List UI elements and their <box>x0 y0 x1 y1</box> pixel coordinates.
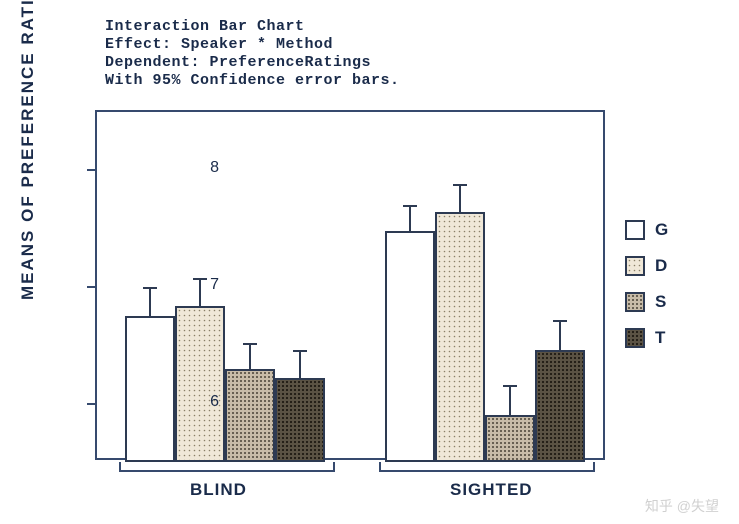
error-cap <box>243 343 257 345</box>
header-line: Effect: Speaker * Method <box>105 36 400 54</box>
header-line: With 95% Confidence error bars. <box>105 72 400 90</box>
group-bracket <box>379 462 595 472</box>
y-tick <box>87 286 95 288</box>
bar-sighted-g <box>385 231 435 462</box>
header-line: Interaction Bar Chart <box>105 18 400 36</box>
error-cap <box>553 320 567 322</box>
legend-item-g: G <box>625 220 668 240</box>
bar-blind-g <box>125 316 175 462</box>
error-bar <box>149 287 151 316</box>
error-bar <box>249 343 251 369</box>
error-cap <box>453 184 467 186</box>
bar-sighted-t <box>535 350 585 462</box>
legend: GDST <box>625 220 668 364</box>
chart-header: Interaction Bar Chart Effect: Speaker * … <box>105 18 400 90</box>
legend-swatch-g <box>625 220 645 240</box>
legend-item-t: T <box>625 328 668 348</box>
bar-blind-t <box>275 378 325 462</box>
error-cap <box>193 278 207 280</box>
error-bar <box>509 385 511 415</box>
legend-swatch-t <box>625 328 645 348</box>
group-label-sighted: SIGHTED <box>450 480 533 500</box>
y-tick-label: 6 <box>210 393 219 411</box>
group-label-blind: BLIND <box>190 480 247 500</box>
y-tick-label: 8 <box>210 159 219 177</box>
error-bar <box>299 350 301 378</box>
error-cap <box>293 350 307 352</box>
bar-blind-d <box>175 306 225 462</box>
group-bracket <box>119 462 335 472</box>
y-axis-line <box>95 112 97 460</box>
error-cap <box>403 205 417 207</box>
bar-sighted-d <box>435 212 485 462</box>
legend-swatch-d <box>625 256 645 276</box>
error-bar <box>409 205 411 231</box>
legend-label: T <box>655 328 665 348</box>
error-cap <box>143 287 157 289</box>
error-cap <box>503 385 517 387</box>
y-tick <box>87 403 95 405</box>
chart-container: { "header": { "line1": "Interaction Bar … <box>0 0 739 524</box>
header-line: Dependent: PreferenceRatings <box>105 54 400 72</box>
y-axis-label: MEANS OF PREFERENCE RATINGS <box>18 0 38 300</box>
bar-sighted-s <box>485 415 535 462</box>
y-tick <box>87 169 95 171</box>
bar-blind-s <box>225 369 275 462</box>
legend-swatch-s <box>625 292 645 312</box>
y-tick-label: 7 <box>210 276 219 294</box>
error-bar <box>459 184 461 212</box>
legend-item-d: D <box>625 256 668 276</box>
watermark: 知乎 @失望 <box>645 496 719 516</box>
error-bar <box>199 278 201 306</box>
legend-label: D <box>655 256 667 276</box>
legend-label: S <box>655 292 666 312</box>
legend-label: G <box>655 220 668 240</box>
error-bar <box>559 320 561 350</box>
plot-area <box>95 110 605 460</box>
legend-item-s: S <box>625 292 668 312</box>
